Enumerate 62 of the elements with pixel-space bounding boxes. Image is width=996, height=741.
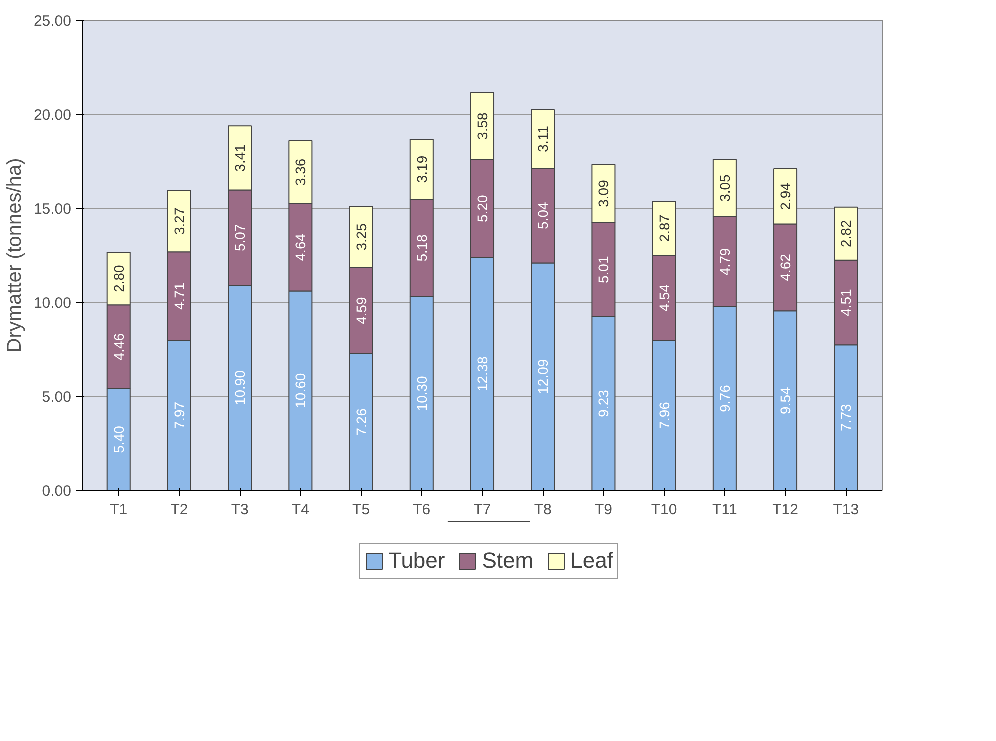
data-label: 4.46 (110, 333, 127, 361)
data-label: 3.19 (414, 156, 430, 184)
data-label: 10.30 (414, 376, 430, 412)
data-label: 2.87 (656, 214, 672, 242)
y-tick-label: 10.00 (34, 295, 72, 312)
data-label: 9.76 (716, 384, 733, 412)
data-label: 7.73 (838, 404, 854, 432)
data-label: 2.94 (778, 182, 794, 210)
data-label: 2.82 (838, 220, 854, 248)
x-tick-label: T1 (110, 502, 128, 518)
data-label: 5.18 (414, 234, 430, 262)
x-tick-label: T3 (231, 502, 249, 518)
data-label: 2.80 (110, 264, 127, 292)
y-tick-label: 5.00 (42, 389, 72, 406)
data-label: 7.96 (656, 402, 672, 430)
x-tick-label: T5 (352, 502, 370, 518)
x-tick-label: T12 (772, 502, 798, 518)
legend-label: Stem (482, 548, 534, 574)
data-label: 3.27 (171, 208, 188, 235)
legend-label: Leaf (570, 548, 614, 574)
data-label: 9.23 (596, 390, 612, 418)
x-tick-label: T10 (651, 502, 678, 518)
x-tick-label: T2 (170, 502, 188, 518)
y-tick-label: 0.00 (42, 483, 72, 500)
data-label: 3.09 (596, 180, 612, 208)
data-label: 4.54 (656, 284, 672, 312)
data-label: 5.20 (474, 195, 490, 222)
data-label: 4.79 (716, 248, 733, 276)
data-label: 12.38 (474, 356, 490, 392)
y-tick-label: 25.00 (34, 13, 72, 30)
x-tick-label: T11 (712, 502, 738, 518)
data-label: 12.09 (535, 359, 552, 394)
y-tick-label: 20.00 (34, 107, 72, 124)
x-tick-label: T6 (413, 502, 431, 518)
x-tick-label: T8 (534, 502, 552, 518)
y-tick-label: 15.00 (34, 201, 72, 218)
data-label: 9.54 (778, 386, 794, 414)
data-label: 3.36 (292, 158, 309, 186)
data-label: 4.51 (838, 288, 854, 316)
data-label: 7.97 (171, 402, 188, 430)
legend-label: Tuber (388, 548, 446, 574)
x-tick-label: T13 (833, 502, 860, 518)
data-label: 10.90 (232, 370, 248, 406)
data-label: 4.64 (292, 234, 309, 262)
data-label: 3.05 (716, 174, 733, 202)
data-label: 5.40 (110, 426, 127, 454)
data-label: 4.62 (778, 254, 794, 282)
data-label: 4.59 (353, 297, 370, 324)
data-label: 3.25 (353, 223, 370, 251)
data-label: 5.04 (535, 202, 552, 230)
x-tick-label: T9 (594, 502, 612, 518)
data-label: 7.26 (353, 408, 370, 436)
data-label: 3.41 (232, 144, 248, 172)
data-label: 5.01 (596, 256, 612, 284)
data-label: 5.07 (232, 224, 248, 252)
data-label: 3.11 (535, 126, 552, 152)
y-axis-title: Drymatter (tonnes/ha) (4, 158, 26, 353)
data-label: 4.71 (171, 282, 188, 310)
data-label: 10.60 (292, 373, 309, 408)
x-tick-label: T7 (474, 502, 492, 518)
x-tick-label: T4 (292, 502, 310, 518)
data-label: 3.58 (474, 112, 490, 140)
